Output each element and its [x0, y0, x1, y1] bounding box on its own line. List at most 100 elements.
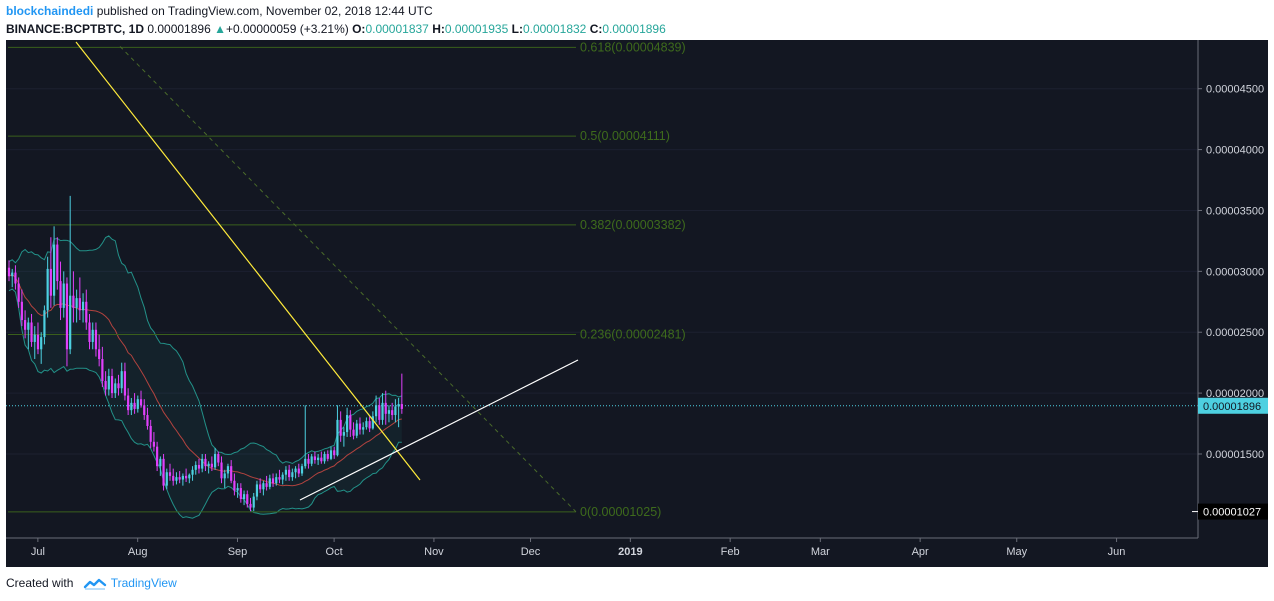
candle-body — [114, 383, 117, 394]
trend-drawings — [75, 41, 579, 501]
price-tick-label: 0.00004000 — [1206, 145, 1264, 157]
candle-body — [149, 425, 152, 442]
candle-body — [313, 456, 316, 461]
candle-body — [178, 477, 181, 480]
tradingview-logo-icon — [83, 578, 106, 590]
last-price-text: 0.00001896 — [147, 22, 211, 36]
time-tick-label: Mar — [811, 546, 830, 558]
candle-body — [220, 462, 223, 479]
candle-body — [271, 478, 275, 484]
candle-body — [127, 395, 130, 411]
candle-body — [265, 483, 268, 487]
time-tick-label: 2019 — [618, 546, 642, 558]
candle-body — [62, 283, 65, 308]
author-link[interactable]: blockchaindedi — [6, 4, 94, 18]
candle-body — [143, 405, 146, 416]
candle-body — [78, 298, 81, 311]
candle-body — [207, 463, 210, 467]
candle-body — [397, 404, 400, 407]
change-text: +0.00000059 (+3.21%) — [225, 22, 349, 36]
candle-body — [69, 295, 72, 350]
price-tick-label: 0.00003000 — [1206, 266, 1264, 278]
candle-body — [72, 295, 75, 308]
time-tick-label: Apr — [912, 546, 929, 558]
chart-axes: 0.00004500 0.00004000 0.00003500 0.00003000… — [6, 40, 1268, 567]
bollinger-upper-line — [8, 235, 402, 465]
candle-body — [284, 469, 288, 475]
candle-body — [168, 472, 172, 476]
time-tick-label: Jun — [1108, 546, 1126, 558]
candle-body — [230, 466, 233, 481]
time-tick-label: Feb — [721, 546, 740, 558]
candle-body — [194, 464, 197, 470]
candle-body — [374, 405, 378, 417]
low-value: 0.00001832 — [522, 22, 587, 36]
candle-body — [107, 376, 110, 390]
candle-body — [24, 320, 27, 330]
candle-body — [85, 301, 88, 323]
candle-body — [59, 281, 62, 308]
candle-body — [278, 477, 281, 480]
low-marker-badge — [1198, 503, 1268, 520]
candle-body — [394, 406, 397, 416]
candle-body — [75, 298, 78, 308]
candle-body — [110, 376, 114, 394]
candle-body — [252, 496, 255, 508]
time-tick-label: Sep — [228, 546, 248, 558]
up-arrow-icon: ▲ — [214, 22, 226, 36]
candle-body — [172, 475, 175, 481]
candle-body — [249, 503, 252, 508]
candle-body — [49, 268, 52, 296]
close-value: 0.00001896 — [602, 22, 666, 36]
candle-body — [133, 402, 136, 409]
candle-body — [117, 383, 120, 389]
low-marker-badge-label: 0.00001027 — [1203, 507, 1261, 519]
price-chart[interactable]: 0.618(0.00004839) 0.5(0.00004111) 0.382(0.… — [0, 40, 1274, 568]
candle-body — [165, 472, 168, 486]
candle-body — [101, 359, 104, 381]
candle-body — [391, 410, 394, 416]
symbol-info: BINANCE:BCPTBTC, 1D 0.00001896 ▲+0.00000… — [6, 22, 666, 36]
candle-body — [384, 402, 387, 414]
candle-body — [7, 267, 11, 277]
candle-body — [320, 457, 323, 462]
candle-body — [197, 464, 201, 469]
candle-body — [217, 453, 220, 463]
candle-body — [201, 458, 204, 469]
candle-body — [181, 475, 184, 480]
candle-body — [326, 453, 329, 459]
low-label: L: — [511, 22, 523, 36]
candle-body — [213, 453, 217, 468]
high-label: H: — [432, 22, 445, 36]
candle-body — [123, 371, 127, 396]
candle-body — [56, 244, 59, 282]
candle-body — [342, 432, 345, 436]
candle-body — [239, 488, 242, 500]
fib-level-label: 0(0.00001025) — [580, 505, 661, 519]
publish-info: blockchaindedi published on TradingView.… — [6, 4, 433, 18]
candle-body — [236, 488, 239, 491]
time-tick-label: Jul — [31, 546, 45, 558]
candle-body — [91, 329, 94, 342]
candle-body — [288, 469, 291, 478]
price-tick-label: 0.00001500 — [1206, 449, 1264, 461]
candle-body — [191, 469, 194, 475]
candle-body — [120, 371, 123, 389]
close-label: C: — [589, 22, 603, 36]
candle-body — [36, 334, 40, 350]
candle-body — [358, 423, 362, 430]
candle-body — [98, 349, 101, 360]
yellow-downtrend-line — [75, 41, 421, 481]
candle-body — [30, 322, 33, 342]
price-tick-label: 0.00004500 — [1206, 84, 1264, 96]
candle-body — [329, 450, 333, 459]
fib-level-label: 0.382(0.00003382) — [580, 218, 686, 232]
candle-body — [259, 484, 262, 490]
tradingview-brand-link[interactable]: TradingView — [110, 576, 177, 590]
candle-body — [188, 474, 191, 479]
published-text: published on TradingView.com, November 0… — [96, 4, 433, 18]
candle-body — [275, 477, 278, 484]
candle-body — [378, 405, 381, 420]
candle-body — [65, 283, 69, 350]
bollinger-lower-line — [8, 288, 402, 519]
